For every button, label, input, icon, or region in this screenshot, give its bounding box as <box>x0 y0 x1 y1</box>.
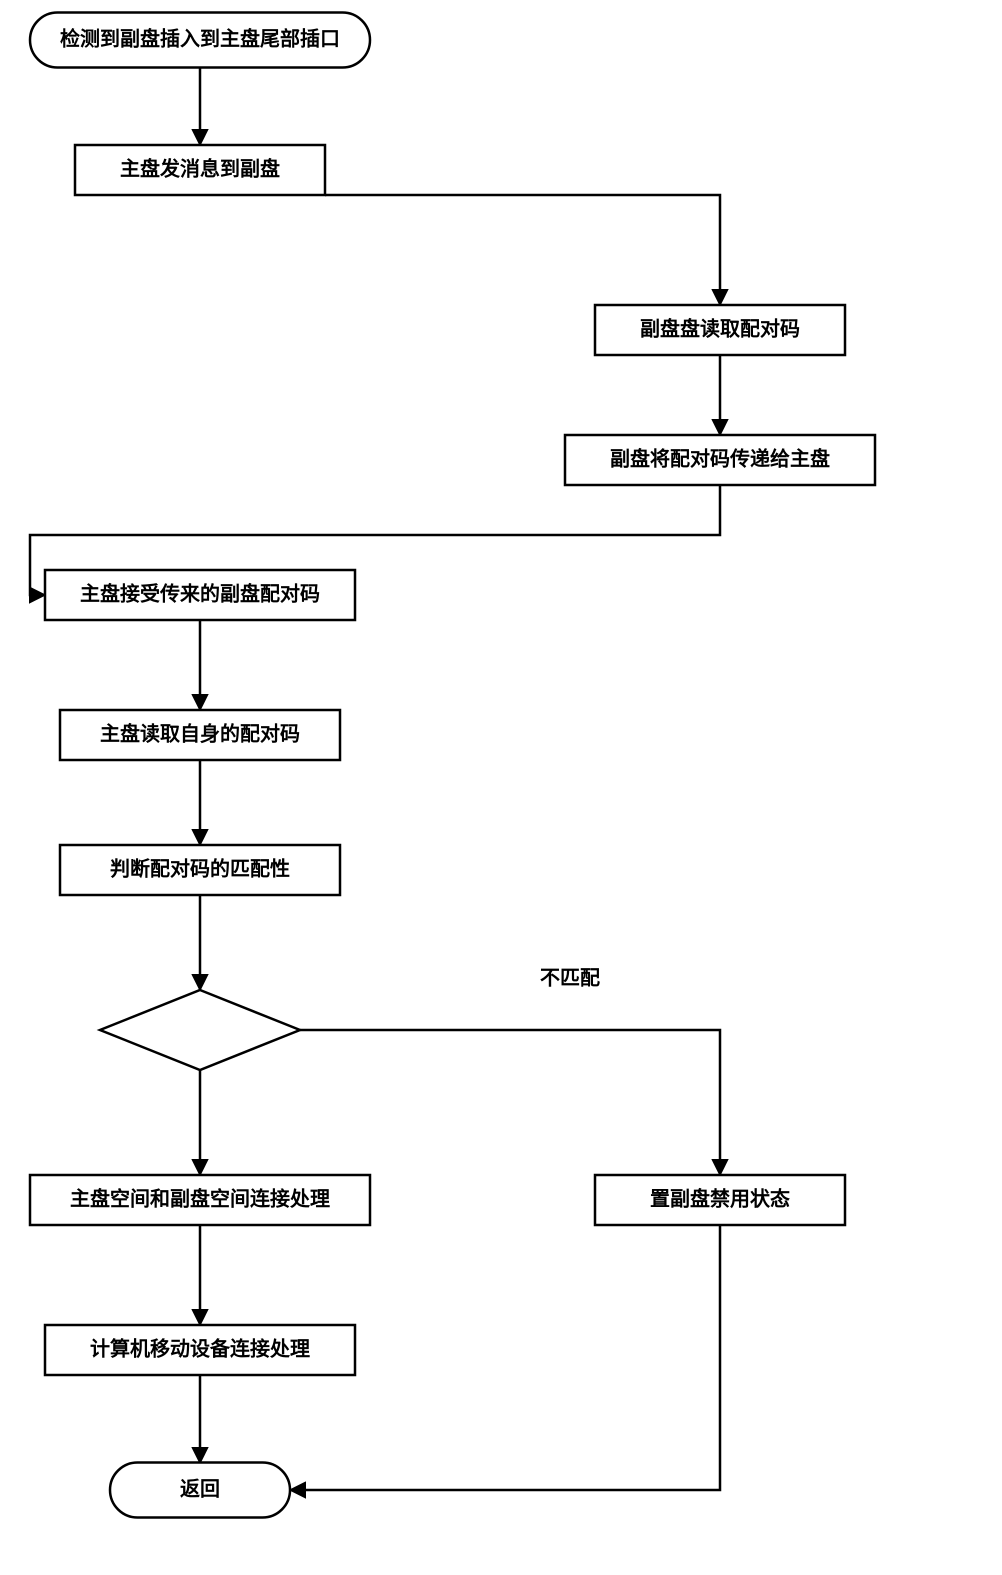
node-n1: 主盘发消息到副盘 <box>75 145 325 195</box>
node-n2: 副盘盘读取配对码 <box>595 305 845 355</box>
node-label: 返回 <box>180 1478 220 1501</box>
node-n5: 主盘读取自身的配对码 <box>60 710 340 760</box>
node-label: 主盘空间和副盘空间连接处理 <box>70 1187 330 1211</box>
edge <box>300 1030 720 1175</box>
node-n7: 主盘空间和副盘空间连接处理 <box>30 1175 370 1225</box>
node-label: 副盘将配对码传递给主盘 <box>610 447 830 471</box>
node-label: 检测到副盘插入到主盘尾部插口 <box>60 27 340 51</box>
node-label: 主盘接受传来的副盘配对码 <box>80 582 320 606</box>
node-end: 返回 <box>110 1463 290 1518</box>
edge <box>325 195 720 305</box>
node-n4: 主盘接受传来的副盘配对码 <box>45 570 355 620</box>
node-label: 主盘发消息到副盘 <box>120 157 280 181</box>
node-label: 置副盘禁用状态 <box>650 1187 790 1211</box>
node-n3: 副盘将配对码传递给主盘 <box>565 435 875 485</box>
node-label: 副盘盘读取配对码 <box>640 317 800 341</box>
node-label: 主盘读取自身的配对码 <box>100 722 300 746</box>
node-n8: 置副盘禁用状态 <box>595 1175 845 1225</box>
node-start: 检测到副盘插入到主盘尾部插口 <box>30 13 370 68</box>
node-label: 计算机移动设备连接处理 <box>90 1337 310 1361</box>
node-label: 判断配对码的匹配性 <box>110 857 290 881</box>
node-n6: 判断配对码的匹配性 <box>60 845 340 895</box>
edge-label: 不匹配 <box>540 967 600 990</box>
node-n9: 计算机移动设备连接处理 <box>45 1325 355 1375</box>
node-dec <box>100 990 300 1070</box>
